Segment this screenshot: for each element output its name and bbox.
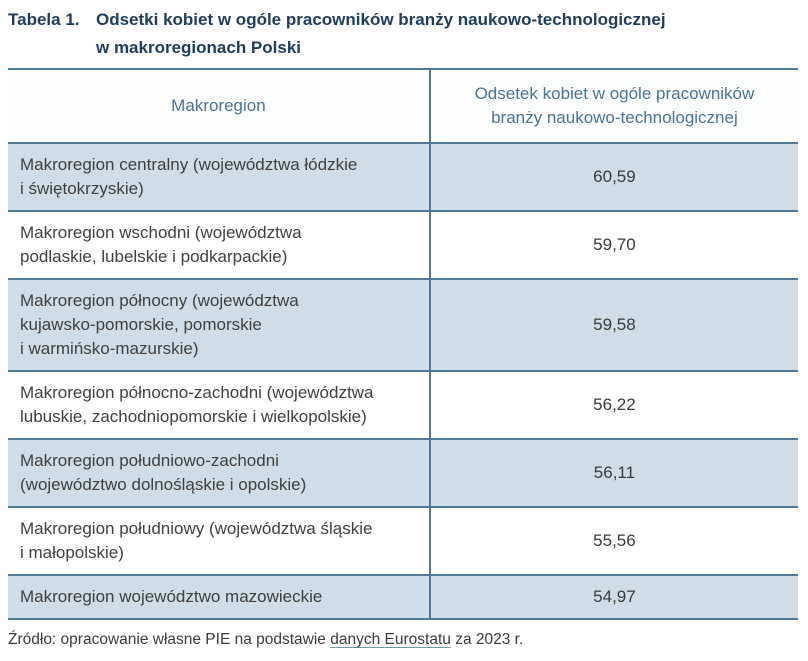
- value-cell: 60,59: [429, 143, 798, 212]
- value-cell: 59,58: [429, 279, 798, 372]
- macroregion-table: Makroregion Odsetek kobiet w ogóle praco…: [8, 68, 798, 620]
- header-row: Makroregion Odsetek kobiet w ogóle praco…: [8, 69, 798, 144]
- source-note: Źródło: opracowanie własne PIE na podsta…: [8, 620, 798, 661]
- table-figure: Tabela 1. Odsetki kobiet w ogóle pracown…: [8, 0, 798, 661]
- table-number: Tabela 1.: [8, 10, 80, 29]
- region-cell: Makroregion północno-zachodni (województ…: [8, 371, 431, 440]
- column-header-region: Makroregion: [8, 69, 431, 144]
- table-row: Makroregion południowo-zachodni (wojewód…: [8, 439, 798, 508]
- source-prefix: Źródło: opracowanie własne PIE na podsta…: [8, 631, 331, 648]
- eurostat-link[interactable]: danych Eurostatu: [330, 631, 451, 648]
- region-cell: Makroregion wschodni (województwa podlas…: [8, 211, 431, 280]
- value-cell: 59,70: [429, 211, 798, 280]
- value-cell: 56,22: [429, 371, 798, 440]
- region-cell: Makroregion południowy (województwa śląs…: [8, 507, 431, 576]
- table-row: Makroregion wschodni (województwa podlas…: [8, 211, 798, 280]
- table-row: Makroregion województwo mazowieckie 54,9…: [8, 575, 798, 620]
- value-cell: 55,56: [429, 507, 798, 576]
- value-cell: 54,97: [429, 575, 798, 620]
- column-header-value: Odsetek kobiet w ogóle pracowników branż…: [429, 69, 798, 144]
- region-cell: Makroregion północny (województwa kujaws…: [8, 279, 431, 372]
- table-row: Makroregion północny (województwa kujaws…: [8, 279, 798, 372]
- region-cell: Makroregion południowo-zachodni (wojewód…: [8, 439, 431, 508]
- region-cell: Makroregion centralny (województwa łódzk…: [8, 143, 431, 212]
- table-row: Makroregion północno-zachodni (województ…: [8, 371, 798, 440]
- table-row: Makroregion południowy (województwa śląs…: [8, 507, 798, 576]
- table-title-text: Odsetki kobiet w ogóle pracowników branż…: [96, 10, 666, 57]
- table-row: Makroregion centralny (województwa łódzk…: [8, 143, 798, 212]
- table-title: Tabela 1. Odsetki kobiet w ogóle pracown…: [8, 6, 798, 68]
- value-cell: 56,11: [429, 439, 798, 508]
- region-cell: Makroregion województwo mazowieckie: [8, 575, 431, 620]
- source-suffix: za 2023 r.: [450, 631, 524, 648]
